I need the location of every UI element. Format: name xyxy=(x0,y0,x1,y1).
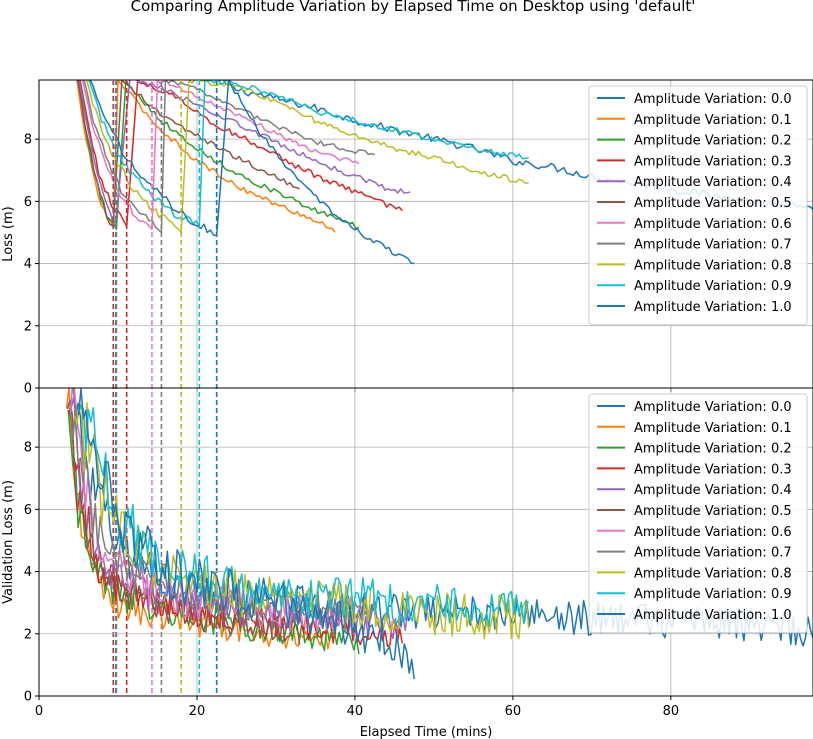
legend-entry: Amplitude Variation: 0.9 xyxy=(634,279,792,294)
y-tick-label: 8 xyxy=(24,133,32,148)
x-tick-label: 0 xyxy=(35,704,43,719)
legend-entry: Amplitude Variation: 0.0 xyxy=(634,92,792,107)
legend: Amplitude Variation: 0.0 Amplitude Variat… xyxy=(588,85,808,326)
y-axis-label: Loss (m) xyxy=(1,206,16,261)
legend: Amplitude Variation: 0.0 Amplitude Variat… xyxy=(588,393,808,634)
legend-entry: Amplitude Variation: 1.0 xyxy=(634,300,792,315)
series-line-10 xyxy=(77,388,415,680)
series-line-6 xyxy=(81,80,360,231)
series-line-8 xyxy=(73,401,530,640)
legend-entry: Amplitude Variation: 0.1 xyxy=(634,421,792,436)
legend-entry: Amplitude Variation: 0.6 xyxy=(634,525,792,540)
y-tick-label: 6 xyxy=(24,503,32,518)
series-line-2 xyxy=(67,410,360,655)
legend-entry: Amplitude Variation: 0.4 xyxy=(634,175,792,190)
figure-title: Comparing Amplitude Variation by Elapsed… xyxy=(130,0,696,15)
legend-entry: Amplitude Variation: 0.0 xyxy=(634,400,792,415)
legend-entry: Amplitude Variation: 0.7 xyxy=(634,238,792,253)
legend-entry: Amplitude Variation: 0.7 xyxy=(634,546,792,561)
y-tick-label: 0 xyxy=(24,382,32,397)
legend-entry: Amplitude Variation: 0.8 xyxy=(634,566,792,581)
legend-entry: Amplitude Variation: 0.5 xyxy=(634,504,792,519)
series-group xyxy=(65,388,813,680)
x-axis-label: Elapsed Time (mins) xyxy=(360,725,493,739)
legend-entry: Amplitude Variation: 0.9 xyxy=(634,587,792,602)
y-tick-label: 6 xyxy=(24,195,32,210)
x-tick-label: 60 xyxy=(505,704,522,719)
series-line-3 xyxy=(68,409,404,648)
x-tick-label: 20 xyxy=(189,704,206,719)
y-tick-label: 4 xyxy=(24,257,32,272)
legend-box xyxy=(588,85,808,326)
x-tick-label: 80 xyxy=(663,704,680,719)
legend-entry: Amplitude Variation: 0.4 xyxy=(634,483,792,498)
series-line-9 xyxy=(77,404,530,628)
legend-entry: Amplitude Variation: 0.3 xyxy=(634,154,792,169)
axes-frame xyxy=(38,387,813,697)
y-tick-label: 0 xyxy=(24,690,32,705)
legend-entry: Amplitude Variation: 0.2 xyxy=(634,442,792,457)
legend-entry: Amplitude Variation: 0.6 xyxy=(634,217,792,232)
legend-entry: Amplitude Variation: 1.0 xyxy=(634,608,792,623)
y-tick-label: 4 xyxy=(24,565,32,580)
y-tick-label: 2 xyxy=(24,627,32,642)
legend-entry: Amplitude Variation: 0.2 xyxy=(634,134,792,149)
y-tick-label: 2 xyxy=(24,319,32,334)
series-line-4 xyxy=(78,80,411,224)
series-line-8 xyxy=(85,80,529,234)
y-axis-label: Validation Loss (m) xyxy=(1,480,16,604)
legend-entry: Amplitude Variation: 0.5 xyxy=(634,196,792,211)
y-tick-label: 8 xyxy=(24,441,32,456)
x-tick-label: 40 xyxy=(347,704,364,719)
legend-entry: Amplitude Variation: 0.8 xyxy=(634,258,792,273)
legend-entry: Amplitude Variation: 0.3 xyxy=(634,462,792,477)
series-line-7 xyxy=(83,80,375,234)
series-line-1 xyxy=(76,80,336,233)
legend-box xyxy=(588,393,808,634)
legend-entry: Amplitude Variation: 0.1 xyxy=(634,113,792,128)
series-line-10 xyxy=(89,80,415,265)
